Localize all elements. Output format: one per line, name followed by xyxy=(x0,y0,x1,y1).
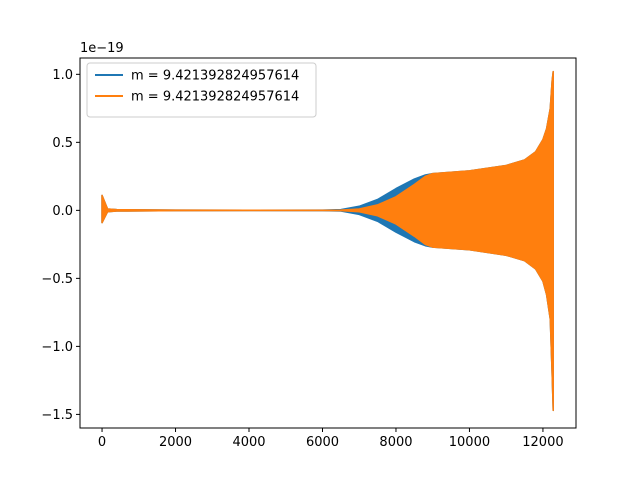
x-tick-label: 6000 xyxy=(306,435,339,450)
x-tick-label: 10000 xyxy=(449,435,490,450)
series-layer xyxy=(101,70,554,412)
y-tick-label: 1.0 xyxy=(52,68,73,83)
x-tick-label: 0 xyxy=(98,435,106,450)
x-tick-label: 8000 xyxy=(379,435,412,450)
legend-label: m = 9.421392824957614 xyxy=(131,69,299,84)
y-tick-label: 0.5 xyxy=(52,136,73,151)
series-2-band xyxy=(101,70,554,412)
y-tick-label: 0.0 xyxy=(52,204,73,219)
x-tick-label: 12000 xyxy=(522,435,563,450)
x-axis: 0 2000 4000 6000 8000 10000 12000 xyxy=(98,428,564,450)
x-tick-label: 4000 xyxy=(232,435,265,450)
y-axis: −1.5 −1.0 −0.5 0.0 0.5 1.0 xyxy=(41,68,80,423)
legend-frame xyxy=(86,62,317,118)
legend: m = 9.421392824957614 m = 9.4213928249576… xyxy=(86,62,317,118)
axes-frame xyxy=(79,57,577,429)
y-tick-label: −1.0 xyxy=(41,340,73,355)
y-tick-label: −1.5 xyxy=(41,408,73,423)
x-tick-label: 2000 xyxy=(159,435,192,450)
legend-label: m = 9.421392824957614 xyxy=(131,90,299,105)
y-tick-label: −0.5 xyxy=(41,272,73,287)
y-offset-label: 1e−19 xyxy=(80,41,124,56)
